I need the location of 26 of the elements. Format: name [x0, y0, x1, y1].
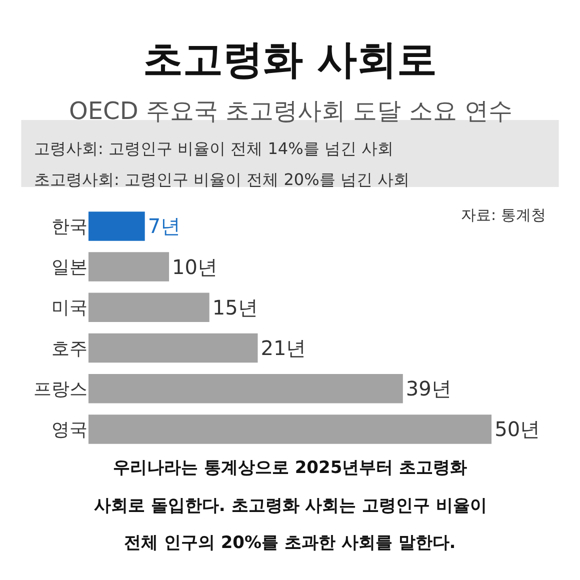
data-label: 50년	[494, 417, 540, 442]
text: 사회로 돌입한다. 초고령화 사회는 고령인구 비율이	[94, 496, 488, 516]
chart-subtitle: OECD 주요국 초고령사회 도달 소요 연수	[69, 97, 512, 125]
text: 초고령사회: 고령인구 비율이 전체 20%를 넘긴 사회	[34, 170, 410, 189]
data-label: 15년	[212, 295, 258, 320]
bar	[88, 292, 210, 322]
chart-title: 초고령화 사회로	[143, 37, 437, 83]
y-tick-label: 호주	[51, 338, 88, 360]
annotation: 자료: 통계청	[461, 206, 546, 224]
bar	[88, 212, 145, 241]
y-tick-label: 일본	[51, 257, 88, 278]
y-tick-label: 프랑스	[33, 378, 88, 400]
bar	[88, 414, 492, 444]
bar	[88, 333, 258, 363]
data-label: 7년	[148, 214, 181, 238]
data-label: 10년	[172, 254, 218, 279]
text: 전체 인구의 20%를 초과한 사회를 말한다.	[124, 533, 456, 553]
bar	[88, 252, 170, 282]
bar	[88, 374, 403, 404]
y-tick-label: 미국	[51, 298, 88, 319]
data-label: 39년	[406, 376, 452, 401]
y-tick-label: 한국	[51, 216, 88, 238]
y-tick-label: 영국	[51, 420, 88, 440]
text: 고령사회: 고령인구 비율이 전체 14%를 넘긴 사회	[34, 139, 394, 158]
data-label: 21년	[260, 336, 306, 360]
text: 우리나라는 통계상으로 2025년부터 초고령화	[113, 458, 468, 478]
